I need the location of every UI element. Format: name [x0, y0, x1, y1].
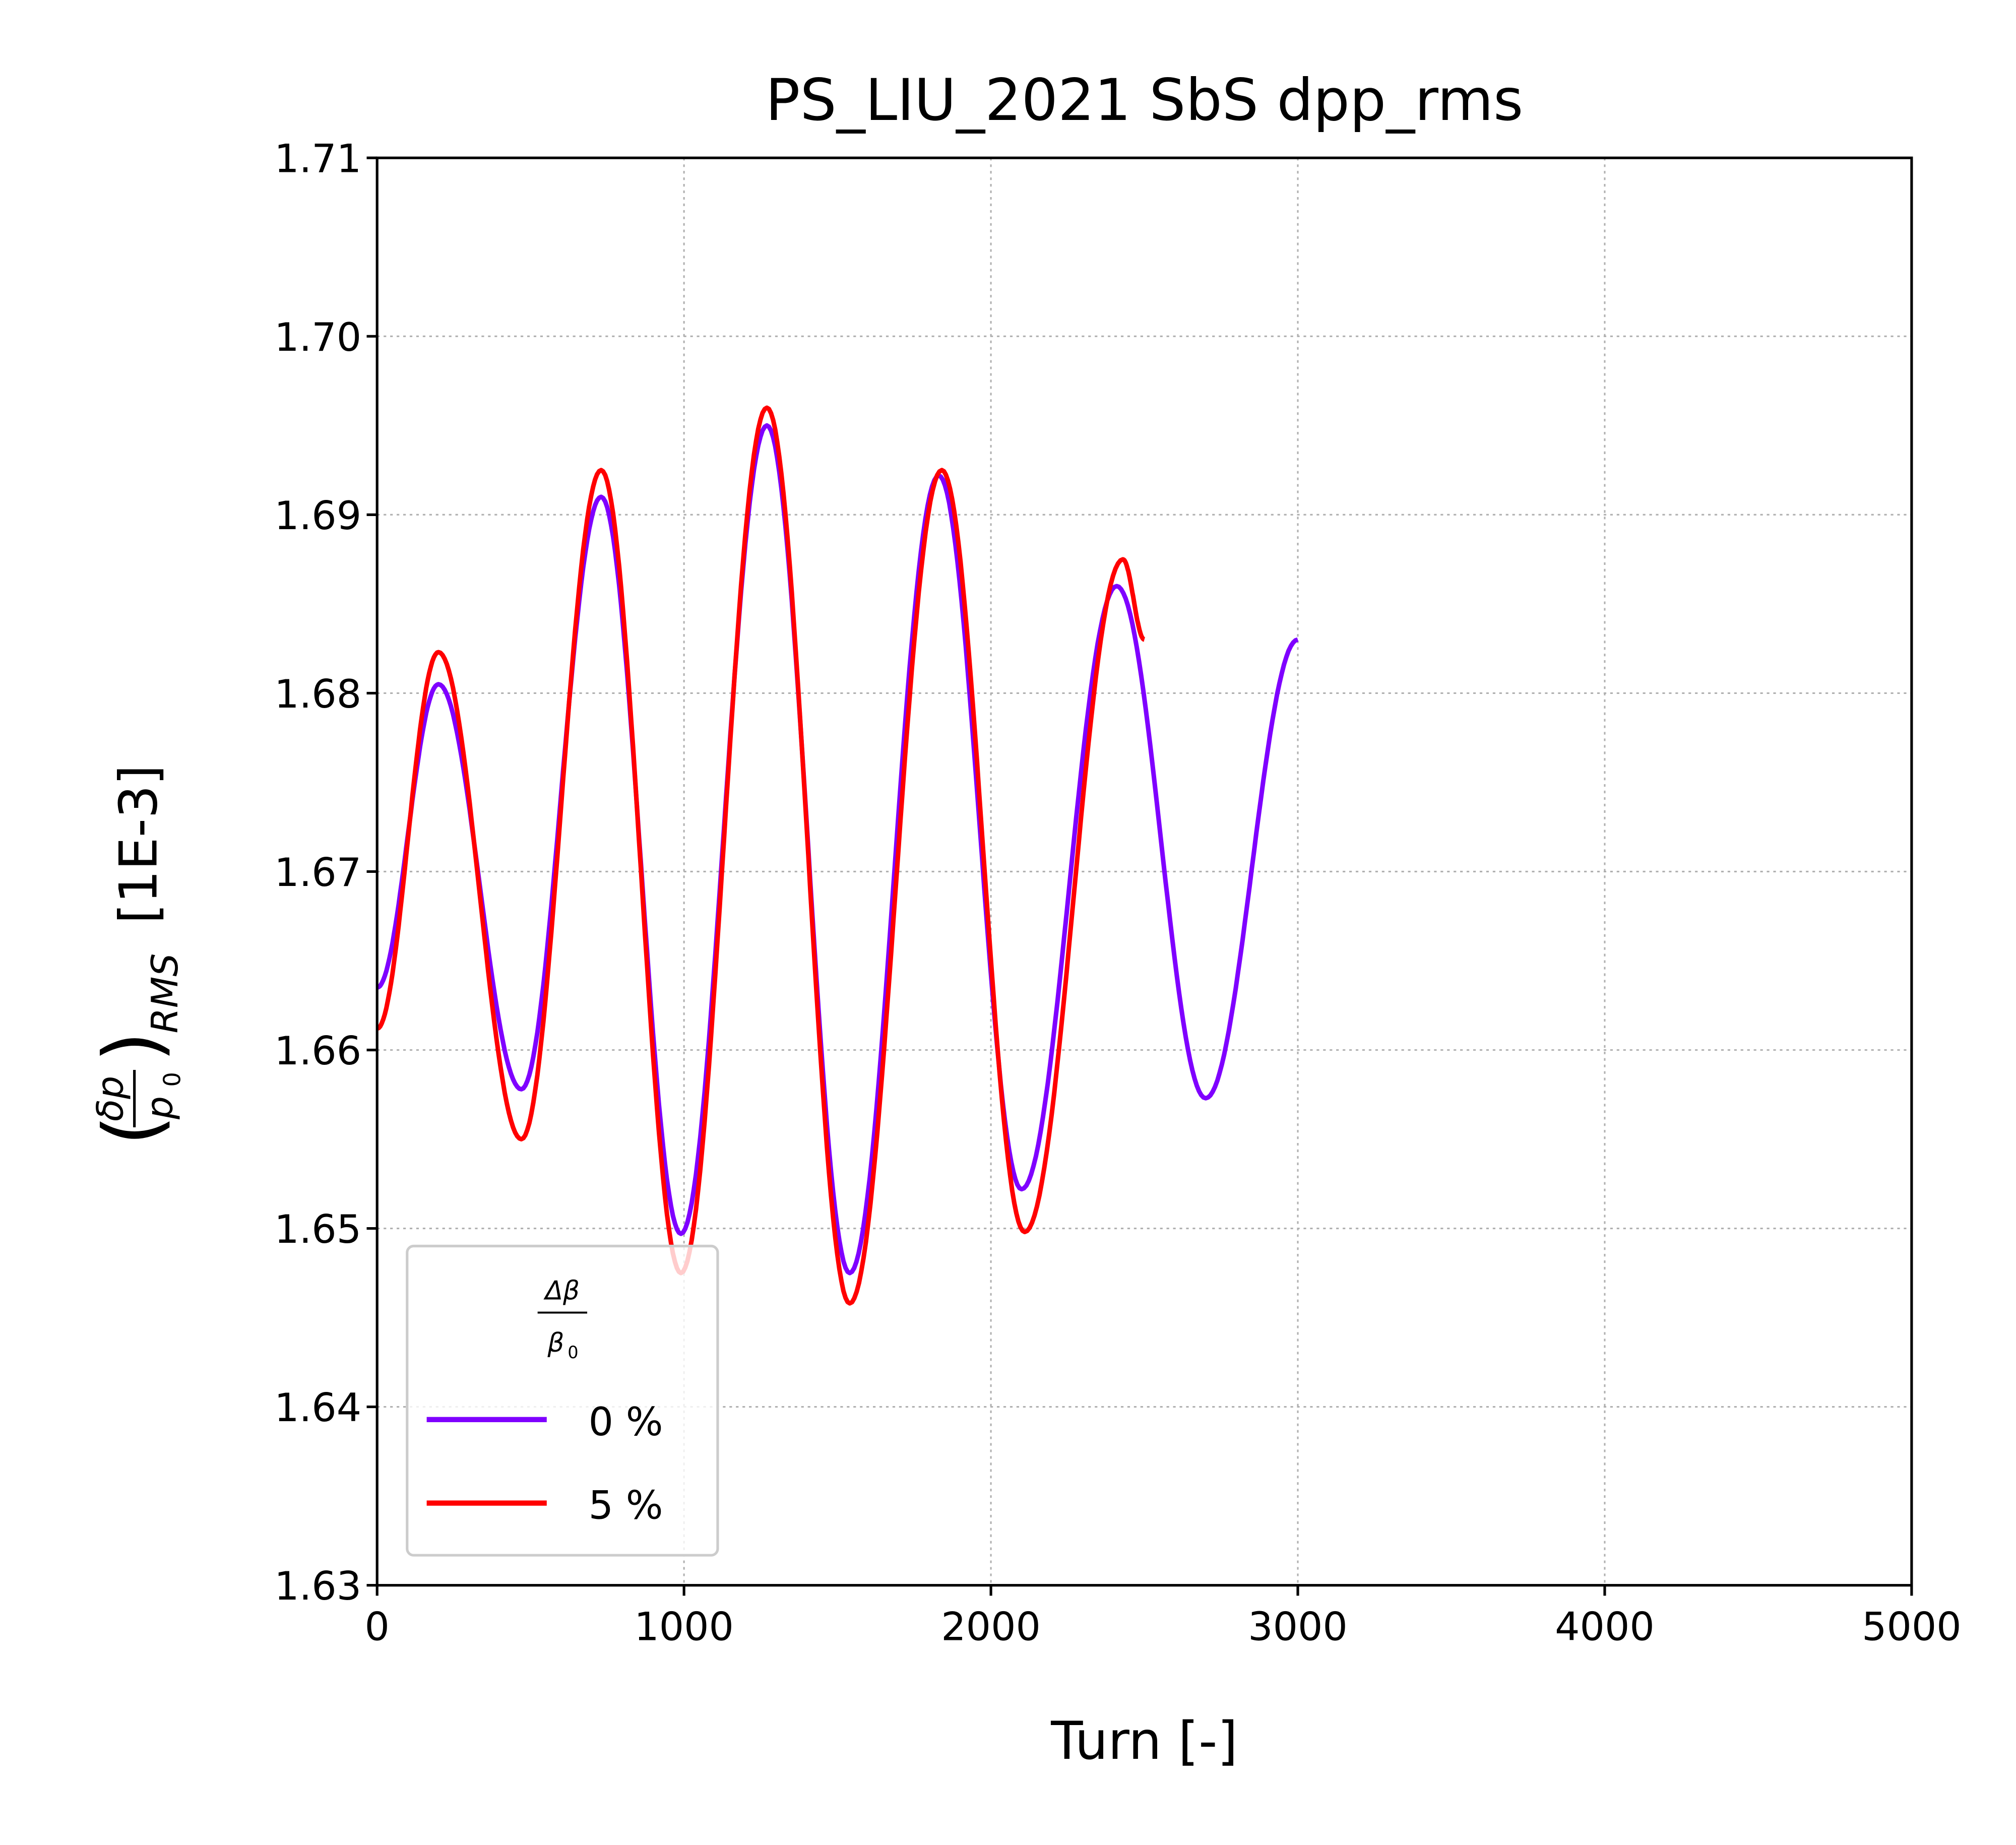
y-label-left-paren: ( — [87, 1115, 178, 1146]
legend-label-5pct: 5 % — [589, 1483, 663, 1529]
x-tick-label: 4000 — [1555, 1604, 1655, 1649]
x-tick-label: 3000 — [1248, 1604, 1348, 1649]
y-tick-label: 1.64 — [274, 1385, 361, 1431]
y-tick-label: 1.68 — [274, 672, 361, 717]
x-tick-labels: 0 1000 2000 3000 4000 5000 — [365, 1604, 1962, 1649]
legend-title-denominator: β — [547, 1328, 564, 1358]
legend: Δβ β 0 0 % 5 % — [406, 1244, 719, 1557]
x-tick-label: 5000 — [1862, 1604, 1962, 1649]
x-axis-label: Turn [-] — [1050, 1711, 1238, 1771]
y-axis-label: ( δp p 0 ) RMS [1E-3] — [87, 765, 186, 1146]
y-tick-label: 1.66 — [274, 1029, 361, 1074]
y-tick-label: 1.67 — [274, 850, 361, 896]
y-label-denominator: p — [139, 1096, 181, 1120]
y-label-right-paren: ) — [87, 1032, 178, 1062]
x-tick-label: 0 — [365, 1604, 390, 1649]
y-label-unit: [1E-3] — [109, 765, 169, 924]
legend-title-denominator-sub: 0 — [568, 1343, 578, 1362]
legend-label-0pct: 0 % — [589, 1399, 663, 1445]
chart-title: PS_LIU_2021 SbS dpp_rms — [766, 67, 1524, 134]
y-tick-labels: 1.63 1.64 1.65 1.66 1.67 1.68 1.69 1.70 1.71 — [274, 137, 361, 1609]
y-tick-label: 1.65 — [274, 1207, 361, 1252]
y-tick-label: 1.63 — [274, 1564, 361, 1609]
x-tick-label: 1000 — [634, 1604, 734, 1649]
y-label-subscript: RMS — [144, 953, 186, 1034]
legend-box — [406, 1244, 719, 1557]
y-tick-label: 1.70 — [274, 315, 361, 360]
y-tick-label: 1.71 — [274, 137, 361, 182]
series-line-5pct — [376, 405, 1147, 1306]
legend-title-numerator: Δβ — [543, 1276, 580, 1306]
axis-ticks — [366, 156, 1913, 1596]
legend-title: Δβ β 0 — [537, 1276, 588, 1362]
series-layer — [376, 405, 1299, 1306]
x-tick-label: 2000 — [941, 1604, 1041, 1649]
y-tick-label: 1.69 — [274, 493, 361, 539]
y-label-numerator: δp — [89, 1076, 132, 1121]
y-label-denominator-sub: 0 — [158, 1072, 185, 1087]
